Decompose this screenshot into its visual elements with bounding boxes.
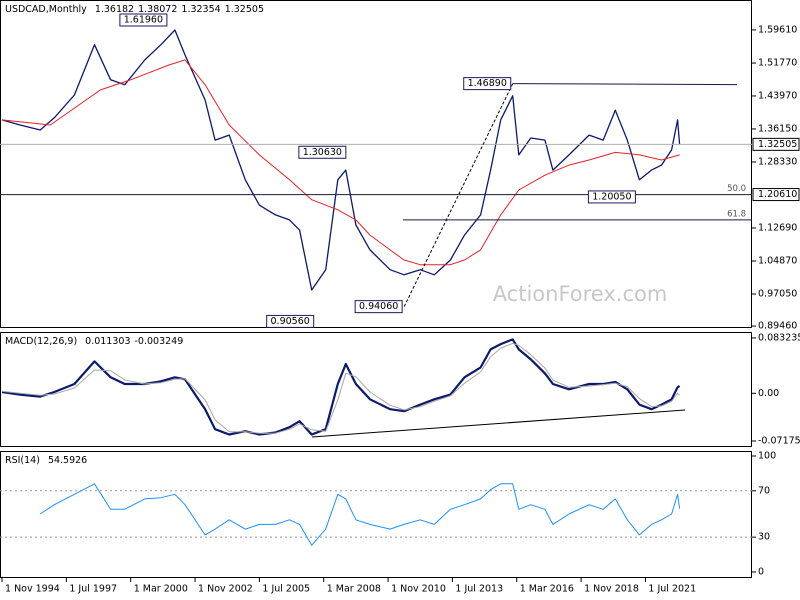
watermark: ActionForex.com (493, 282, 668, 306)
rsi-panel (0, 451, 752, 578)
annotation-box (266, 314, 315, 328)
projection-line (403, 83, 514, 307)
y-tick-label: 70 (758, 485, 770, 496)
series-line (39, 483, 681, 546)
header-value: 1.38072 (138, 4, 177, 15)
y-tick-label: 0 (758, 566, 764, 577)
panel-title: RSI(14) (5, 455, 40, 466)
price-box (752, 137, 800, 151)
y-tick-label: -0.071752 (758, 435, 800, 446)
resistance-line (512, 83, 738, 86)
annotation-box (298, 145, 347, 159)
y-tick-label: 1.04870 (758, 256, 797, 267)
annotation-box (119, 13, 168, 27)
x-tick-label: 1 Jul 2005 (262, 584, 310, 595)
price-panel (0, 0, 752, 328)
y-tick-label: 1.59610 (758, 24, 797, 35)
annotation-label: 1.46890 (468, 78, 507, 89)
y-tick-label: 0.97050 (758, 289, 797, 300)
x-tick-label: 1 Jul 2013 (455, 584, 503, 595)
fib-label: 1.20610 (758, 189, 797, 200)
x-tick-label: 1 Mar 2008 (327, 584, 381, 595)
macd-panel (0, 332, 752, 447)
y-tick-label: 0.083235 (758, 332, 800, 343)
header-value: 1.36182 (95, 4, 134, 15)
header-value: 1.32505 (225, 4, 264, 15)
x-tick-label: 1 Nov 1994 (5, 584, 60, 595)
x-tick-label: 1 Nov 2002 (198, 584, 253, 595)
header-value: 0.011303 (85, 336, 130, 347)
y-tick-label: 0.00 (758, 388, 779, 399)
annotation-box (354, 300, 403, 314)
annotation-label: 1.20050 (592, 191, 631, 202)
y-tick-label: 1.36150 (758, 123, 797, 134)
annotation-label: 1.61960 (124, 15, 163, 26)
x-tick-label: 1 Mar 2000 (134, 584, 188, 595)
annotation-box (587, 190, 636, 204)
y-tick-label: 1.12690 (758, 222, 797, 233)
panel-header: USDCAD,Monthly 1.36182 1.38072 1.32354 1.325… (5, 4, 264, 15)
fib-name: 61.8 (727, 209, 746, 219)
annotation-label: 1.30630 (303, 147, 342, 158)
y-tick-label: 0.89460 (758, 321, 797, 332)
x-tick-label: 1 Jul 2021 (648, 584, 696, 595)
macd-trendline (311, 409, 686, 438)
panel-header: MACD(12,26,9) 0.011303 -0.003249 (5, 336, 183, 347)
fib-name: 50.0 (727, 184, 746, 194)
series-line (1, 342, 680, 434)
series-line (1, 29, 681, 291)
y-tick-label: 1.28330 (758, 156, 797, 167)
y-tick-label: 1.51770 (758, 58, 797, 69)
header-value: -0.003249 (135, 336, 184, 347)
y-tick-label: 30 (758, 532, 770, 543)
annotation-label: 0.94060 (359, 301, 398, 312)
x-tick-label: 1 Mar 2016 (520, 584, 574, 595)
x-tick-label: 1 Nov 2010 (391, 584, 446, 595)
price-label: 1.32505 (758, 139, 797, 150)
header-value: 1.32354 (181, 4, 220, 15)
y-tick-label: 100 (758, 450, 776, 461)
annotation-label: 0.90560 (271, 316, 310, 327)
fib-box (752, 188, 800, 202)
y-tick-label: 1.43970 (758, 90, 797, 101)
panel-title: USDCAD,Monthly (5, 4, 87, 15)
x-tick-label: 1 Nov 2018 (584, 584, 639, 595)
panel-title: MACD(12,26,9) (5, 336, 77, 347)
x-tick-label: 1 Jul 1997 (69, 584, 117, 595)
annotation-box (463, 77, 512, 91)
series-line (1, 59, 680, 266)
panel-header: RSI(14) 54.5926 (5, 455, 87, 466)
header-value: 54.5926 (48, 455, 87, 466)
